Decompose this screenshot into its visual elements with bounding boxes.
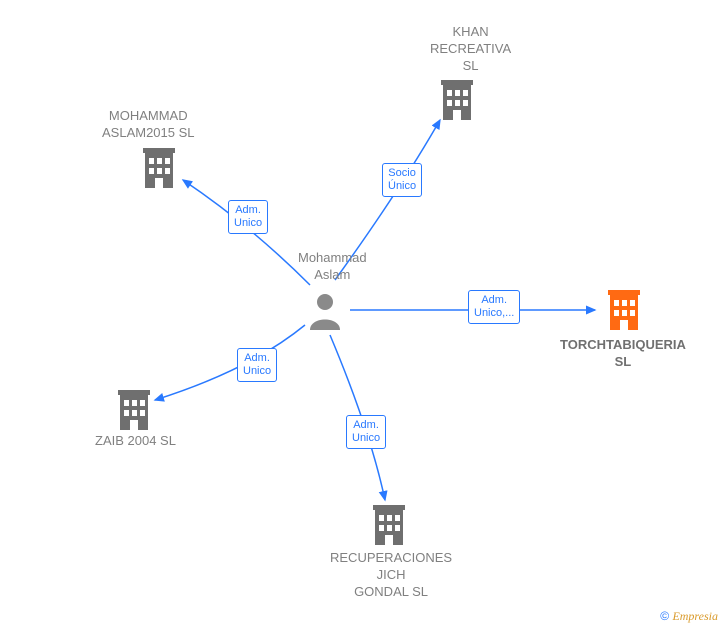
center-label: Mohammad Aslam bbox=[298, 250, 367, 284]
edge-label-text: Unico bbox=[352, 432, 380, 444]
building-icon bbox=[140, 148, 178, 193]
building-icon bbox=[115, 390, 153, 435]
node-label-torch: TORCHTABIQUERIA SL bbox=[560, 337, 686, 371]
node-label-line: KHAN bbox=[453, 24, 489, 39]
building-icon-highlight bbox=[605, 290, 643, 335]
node-label-line: ZAIB 2004 SL bbox=[95, 433, 176, 448]
edge-label-recuperaciones: Adm. Unico bbox=[346, 415, 386, 449]
edge-label-mohammad-aslam-2015: Adm. Unico bbox=[228, 200, 268, 234]
copyright-symbol: © bbox=[660, 609, 669, 623]
node-label-line: GONDAL SL bbox=[354, 584, 428, 599]
node-label-line: MOHAMMAD bbox=[109, 108, 188, 123]
node-label-line: SL bbox=[615, 354, 632, 369]
diagram-canvas: Adm. Unico Socio Único Adm. Unico,... Ad… bbox=[0, 0, 728, 630]
edge-label-torch: Adm. Unico,... bbox=[468, 290, 520, 324]
edge-label-text: Unico bbox=[243, 365, 271, 377]
edge-label-text: Socio bbox=[388, 167, 416, 179]
edge-label-text: Único bbox=[388, 180, 416, 192]
node-label-line: RECREATIVA bbox=[430, 41, 511, 56]
edge-label-text: Adm. bbox=[353, 419, 379, 431]
copyright-brand: Empresia bbox=[672, 609, 718, 623]
building-icon bbox=[370, 505, 408, 550]
node-label-line: SL bbox=[463, 58, 479, 73]
edge-to-zaib bbox=[155, 325, 305, 400]
center-label-line: Mohammad bbox=[298, 250, 367, 265]
node-label-line: RECUPERACIONES bbox=[330, 550, 452, 565]
center-label-line: Aslam bbox=[314, 267, 350, 282]
node-label-recuperaciones: RECUPERACIONES JICH GONDAL SL bbox=[330, 550, 452, 601]
node-label-khan: KHAN RECREATIVA SL bbox=[430, 24, 511, 75]
node-label-line: ASLAM2015 SL bbox=[102, 125, 195, 140]
edge-label-text: Adm. bbox=[235, 204, 261, 216]
node-label-line: JICH bbox=[377, 567, 406, 582]
edge-label-text: Adm. bbox=[481, 294, 507, 306]
edge-label-zaib: Adm. Unico bbox=[237, 348, 277, 382]
node-label-zaib: ZAIB 2004 SL bbox=[95, 433, 176, 450]
node-label-line: TORCHTABIQUERIA bbox=[560, 337, 686, 352]
edge-label-khan: Socio Único bbox=[382, 163, 422, 197]
copyright: © Empresia bbox=[660, 609, 718, 624]
edge-label-text: Unico,... bbox=[474, 307, 514, 319]
node-label-mohammad-aslam-2015: MOHAMMAD ASLAM2015 SL bbox=[102, 108, 195, 142]
person-icon bbox=[308, 292, 342, 335]
building-icon bbox=[438, 80, 476, 125]
edge-label-text: Unico bbox=[234, 217, 262, 229]
edge-label-text: Adm. bbox=[244, 352, 270, 364]
